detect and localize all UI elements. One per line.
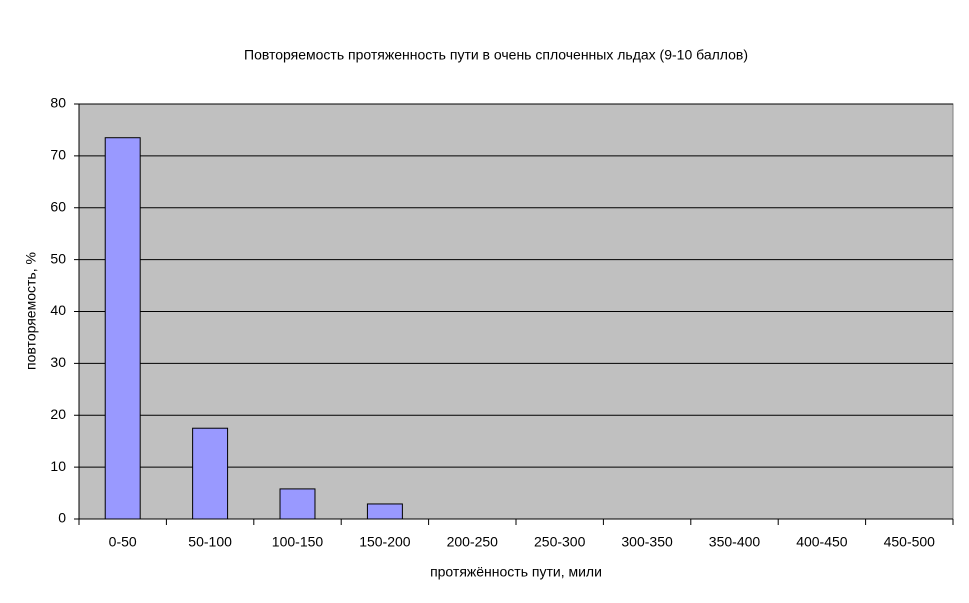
y-axis-label: повторяемость, % <box>23 252 39 370</box>
x-tick-label: 250-300 <box>534 534 586 550</box>
x-tick-label: 350-400 <box>709 534 761 550</box>
bar <box>192 427 229 520</box>
y-tick-label: 10 <box>50 458 66 474</box>
x-axis-label: протяжённость пути, мили <box>430 564 602 580</box>
y-tick-label: 60 <box>50 198 66 214</box>
bar <box>366 503 403 520</box>
x-tick-label: 50-100 <box>188 534 232 550</box>
x-tick-label: 300-350 <box>621 534 673 550</box>
y-tick-label: 70 <box>50 147 66 163</box>
bar <box>104 137 141 520</box>
x-tick-label: 150-200 <box>359 534 411 550</box>
y-tick-label: 0 <box>58 510 66 526</box>
x-tick-label: 200-250 <box>447 534 499 550</box>
x-tick-label: 400-450 <box>796 534 848 550</box>
x-tick-label: 100-150 <box>272 534 324 550</box>
y-tick-label: 40 <box>50 302 66 318</box>
y-tick-label: 50 <box>50 250 66 266</box>
x-tick-label: 0-50 <box>109 534 137 550</box>
y-tick-label: 20 <box>50 406 66 422</box>
x-tick-label: 450-500 <box>884 534 936 550</box>
bar <box>279 488 316 520</box>
y-tick-label: 80 <box>50 95 66 111</box>
y-tick-label: 30 <box>50 354 66 370</box>
chart-title: Повторяемость протяженность пути в очень… <box>244 47 748 63</box>
